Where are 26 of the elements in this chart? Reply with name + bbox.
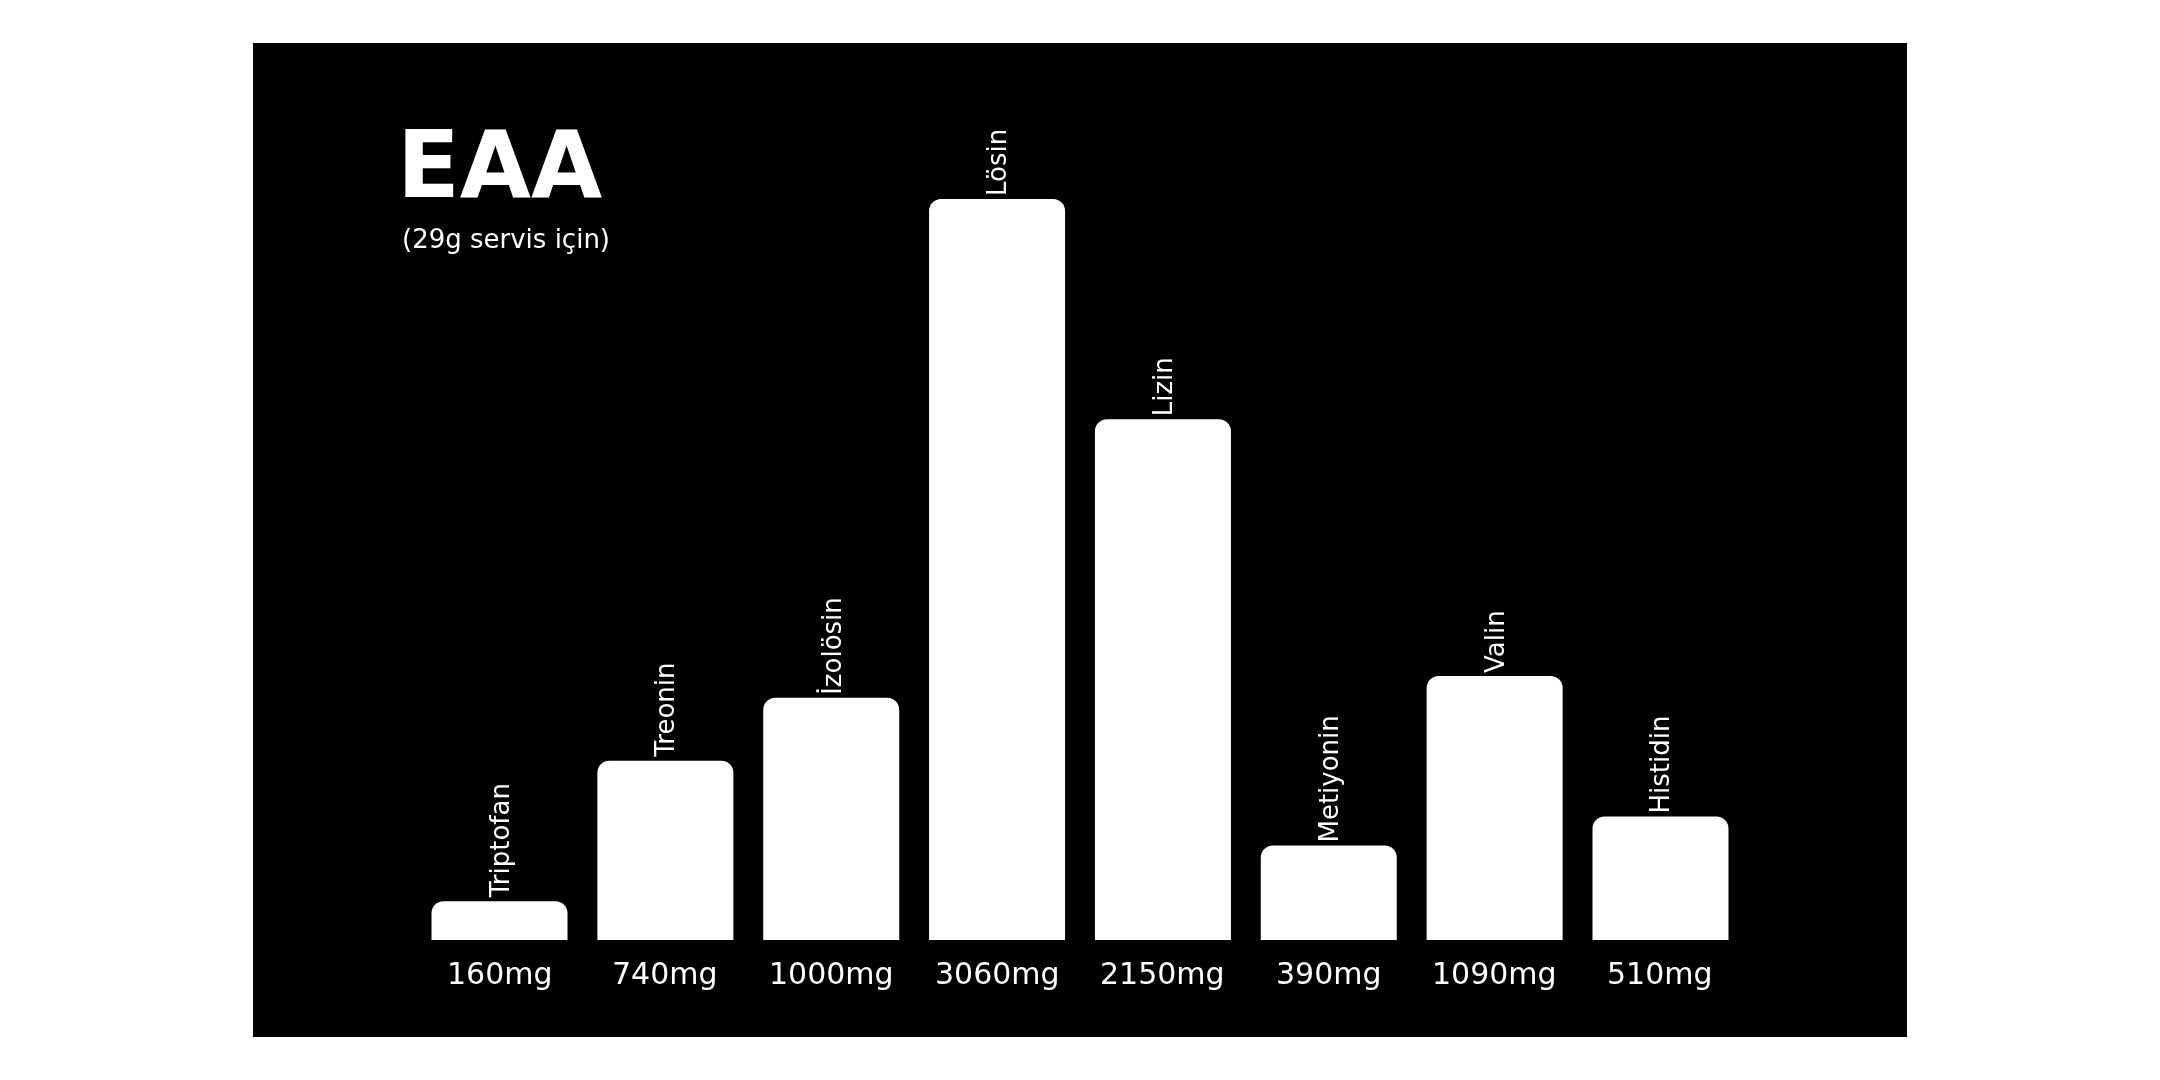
data-label: 2150mg: [1100, 956, 1225, 991]
x-tick-label: Lösin: [982, 128, 1013, 196]
data-label: 160mg: [447, 956, 553, 991]
data-label: 740mg: [612, 956, 718, 991]
bar: [763, 697, 900, 940]
x-tick-label: Histidin: [1645, 715, 1676, 814]
x-tick-label: Lizin: [1147, 357, 1178, 417]
bar: [1260, 845, 1397, 940]
chart-title: EAA: [397, 112, 603, 219]
data-label: 510mg: [1607, 956, 1713, 991]
x-tick-label: İzolösin: [815, 597, 847, 695]
data-label: 1000mg: [769, 956, 894, 991]
data-label: 1090mg: [1432, 956, 1557, 991]
data-label: 3060mg: [935, 956, 1060, 991]
x-tick-label: Valin: [1479, 610, 1510, 674]
data-label: 390mg: [1276, 956, 1382, 991]
x-tick-label: Treonin: [650, 662, 681, 758]
text: (29g servis için): [402, 224, 611, 254]
bar: [1592, 816, 1729, 940]
bar: [597, 760, 734, 940]
x-tick-label: Triptofan: [484, 783, 515, 899]
bar: [1094, 419, 1231, 940]
bar: [1426, 676, 1563, 940]
bar: [929, 198, 1066, 940]
x-tick-label: Metiyonin: [1313, 715, 1344, 843]
bar: [431, 901, 568, 940]
